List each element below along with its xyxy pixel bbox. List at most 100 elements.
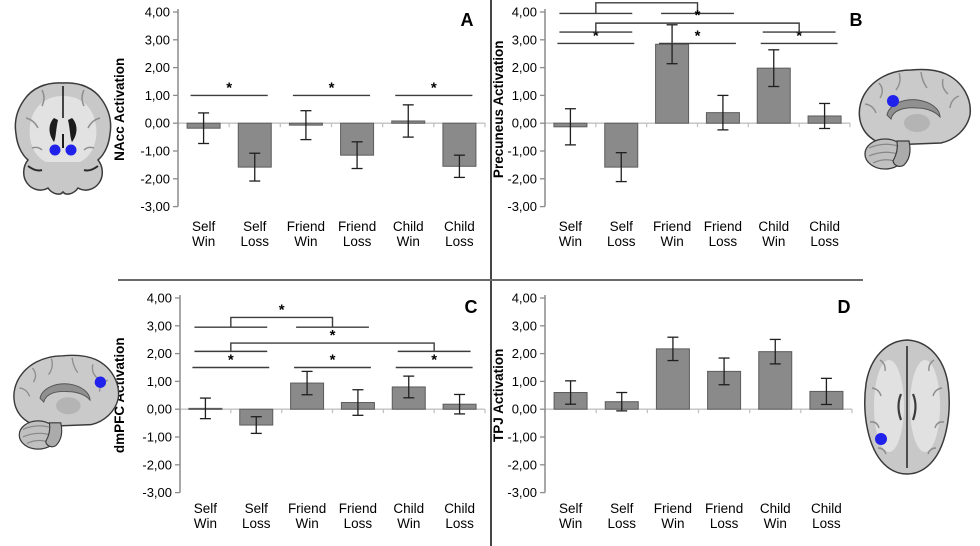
category-label-line2: Loss (242, 516, 271, 531)
y-tick-label: 0,00 (512, 402, 537, 417)
category-label-line2: Loss (607, 516, 636, 531)
category-label-line2: Loss (607, 234, 636, 249)
category-label-line1: Self (243, 219, 267, 234)
chart-panel-d-tpj: 4,003,002,001,000,00-1,00-2,00-3,00SelfW… (491, 291, 853, 531)
y-tick-label: 0,00 (145, 116, 170, 131)
dmpfc-marker (94, 376, 107, 388)
left-ventricle (49, 118, 58, 142)
y-tick-label: 3,00 (145, 32, 170, 47)
category-label-line1: Child (444, 501, 475, 516)
category-label-line2: Loss (709, 234, 738, 249)
category-label-line2: Win (764, 516, 787, 531)
significance-star: * (431, 352, 437, 369)
y-tick-label: 1,00 (512, 374, 537, 389)
y-axis-title: NAcc Activation (112, 58, 127, 161)
category-label-line1: Friend (339, 501, 377, 516)
nacc-marker-right (65, 144, 77, 156)
horizontal-panel-divider (118, 279, 863, 281)
y-tick-label: -1,00 (142, 430, 172, 445)
chart-panel-a-nacc: 4,00 3,00 2,00 1,00 0,00 -1,00 -2,00 -3,00 * * * Se… (112, 5, 486, 249)
category-label-line1: Friend (705, 501, 743, 516)
axial-slice-tpj-image (864, 339, 950, 475)
y-tick-label: -1,00 (507, 144, 537, 159)
category-label-line1: Self (194, 501, 218, 516)
y-tick-label: -3,00 (140, 199, 170, 214)
coronal-slice-nacc-image (14, 82, 112, 195)
category-label-line2: Win (192, 234, 215, 249)
significance-star: * (226, 79, 232, 96)
panel-letter: D (838, 297, 851, 317)
significance-star: * (644, 0, 650, 4)
y-tick-label: -3,00 (507, 199, 537, 214)
y-tick-label: 4,00 (512, 291, 537, 306)
ventricles (897, 393, 917, 421)
y-tick-label: 4,00 (512, 5, 537, 20)
category-label-line1: Friend (338, 219, 376, 234)
category-label-line2: Loss (240, 234, 269, 249)
y-tick-label: 2,00 (147, 346, 172, 361)
sagittal-slice-precuneus-image (858, 68, 971, 170)
tpj-marker (875, 433, 887, 445)
category-label-line1: Self (610, 501, 634, 516)
category-label-line2: Win (397, 516, 420, 531)
sagittal-slice-dmpfc-image (13, 354, 120, 450)
y-tick-label: 0,00 (512, 116, 537, 131)
y-tick-label: -1,00 (507, 430, 537, 445)
significance-star: * (796, 27, 802, 44)
category-label-line1: Child (444, 219, 475, 234)
white-matter (29, 96, 97, 162)
category-label-line2: Win (194, 516, 217, 531)
y-tick-label: -2,00 (142, 457, 172, 472)
category-label-line1: Self (192, 219, 216, 234)
category-label-line1: Self (559, 219, 583, 234)
corpus-callosum (886, 99, 941, 120)
category-label-line1: Child (393, 219, 424, 234)
y-tick-label: 1,00 (145, 88, 170, 103)
y-tick-label: -1,00 (140, 144, 170, 159)
significance-star: * (330, 352, 336, 369)
category-label-line1: Child (393, 501, 424, 516)
significance-bracket (230, 316, 334, 328)
sulci-lines (869, 359, 945, 455)
category-label-line1: Self (610, 219, 634, 234)
category-label-line1: Friend (287, 219, 325, 234)
category-label-line2: Loss (810, 234, 839, 249)
category-label-line2: Win (397, 234, 420, 249)
panel-letter: B (850, 10, 863, 30)
chart-panel-b-precuneus: 4,00 3,00 2,00 1,00 0,00 -1,00 -2,00 -3,00 * * * * *… (491, 0, 863, 249)
y-tick-label: -2,00 (507, 171, 537, 186)
y-tick-label: 2,00 (512, 346, 537, 361)
significance-star: * (431, 79, 437, 96)
temporal-sulcus-right (83, 165, 99, 172)
thalamus (904, 114, 930, 132)
y-tick-label: 0,00 (147, 402, 172, 417)
y-tick-label: -2,00 (140, 171, 170, 186)
significance-star: * (695, 7, 701, 24)
category-label-line1: Child (811, 501, 842, 516)
y-tick-label: 3,00 (147, 318, 172, 333)
y-tick-label: 2,00 (512, 60, 537, 75)
category-label-line2: Loss (812, 516, 841, 531)
significance-star: * (228, 352, 234, 369)
precuneus-marker (887, 95, 899, 107)
category-label-line1: Friend (288, 501, 326, 516)
category-label-line2: Loss (710, 516, 739, 531)
category-label-line2: Win (762, 234, 785, 249)
white-matter-left (874, 360, 904, 452)
panel-letter: A (461, 10, 474, 30)
y-tick-label: 4,00 (145, 5, 170, 20)
category-label-line2: Win (559, 234, 582, 249)
category-label-line1: Child (758, 219, 789, 234)
sulci-lines (19, 357, 109, 397)
panel-letter: C (465, 297, 478, 317)
significance-star: * (329, 79, 335, 96)
category-label-line2: Win (294, 234, 317, 249)
category-label-line2: Win (661, 516, 684, 531)
y-tick-label: 1,00 (147, 374, 172, 389)
y-tick-label: 2,00 (145, 60, 170, 75)
right-ventricle (68, 118, 77, 142)
category-label-line2: Loss (445, 234, 474, 249)
significance-bracket (230, 342, 435, 352)
brainstem (892, 140, 911, 167)
